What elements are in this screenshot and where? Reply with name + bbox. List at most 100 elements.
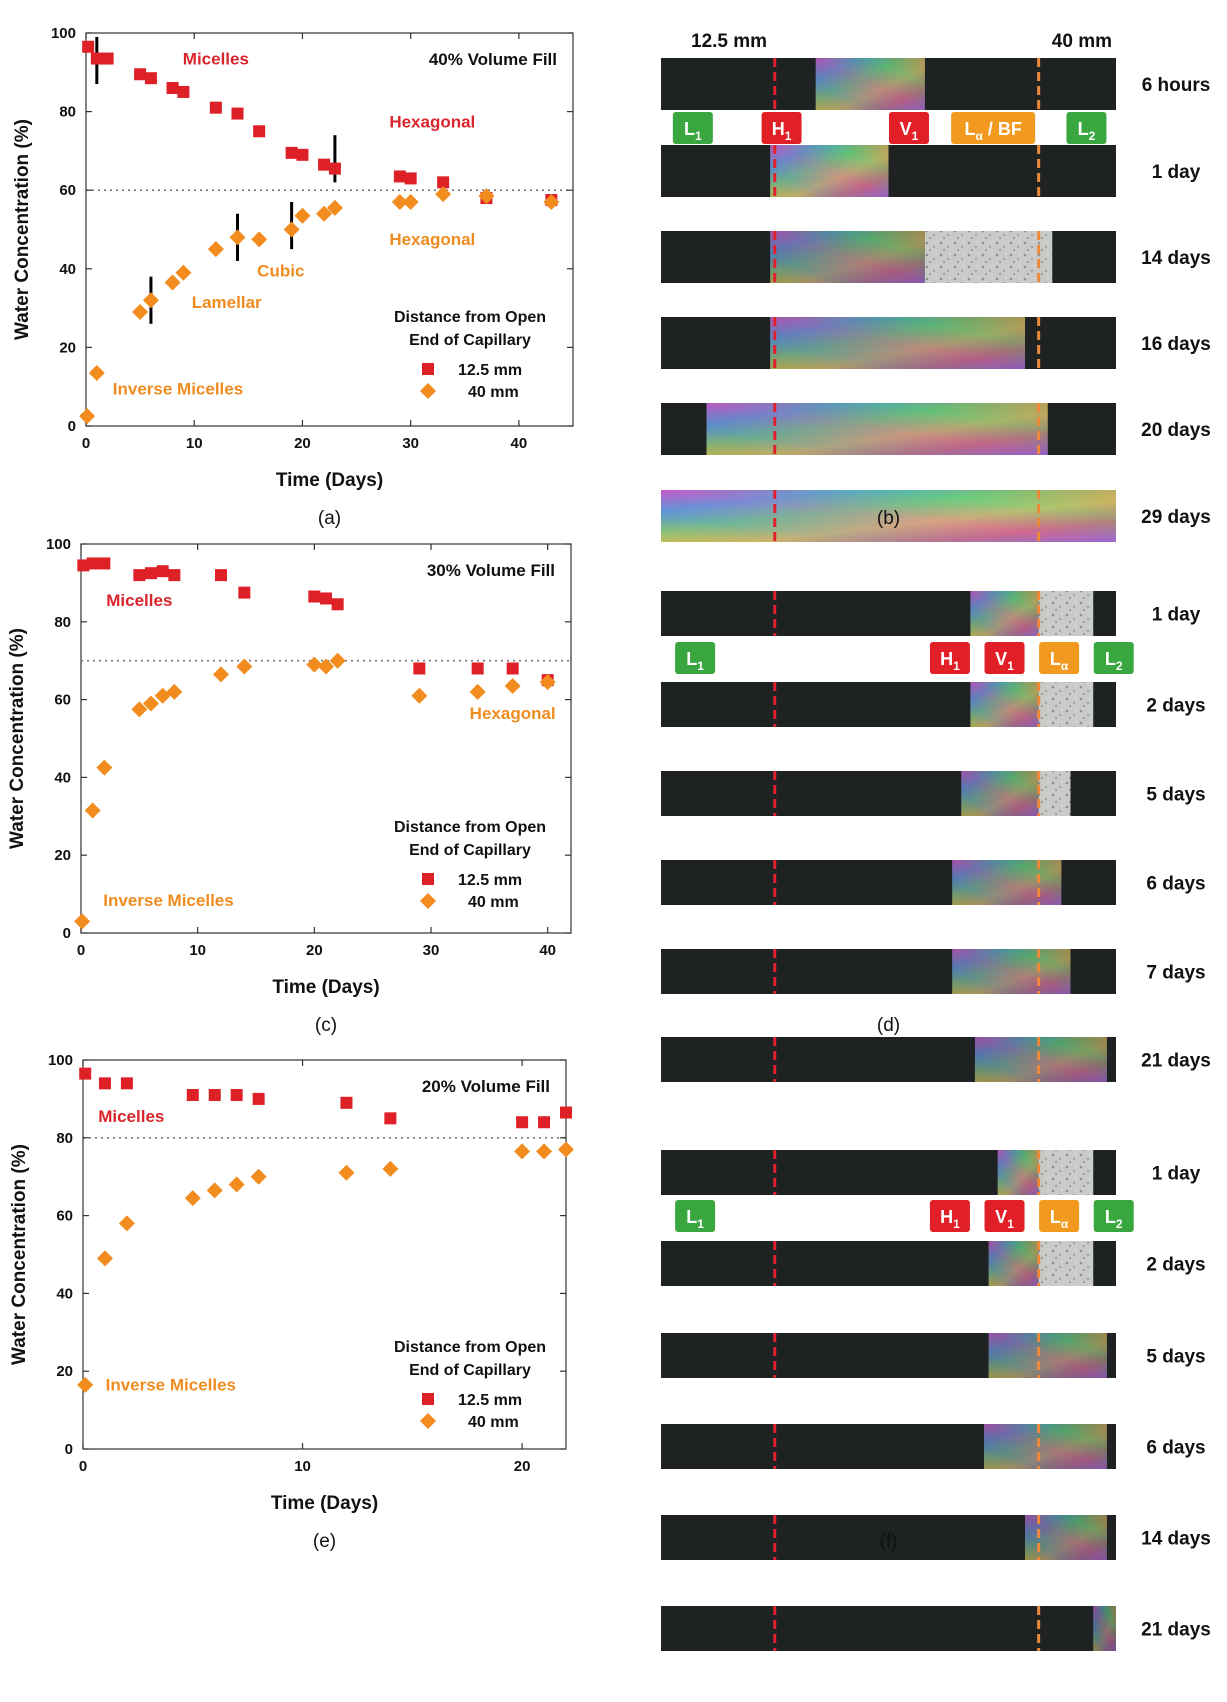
phase-badge-label: H1 xyxy=(940,649,960,673)
phase-subscript: 1 xyxy=(953,659,960,673)
data-point-diamond xyxy=(236,658,253,675)
lamellar-region xyxy=(1038,1241,1094,1286)
lamellar-region xyxy=(924,231,1053,283)
time-label: 6 days xyxy=(1146,1438,1205,1459)
phase-badge xyxy=(984,642,1025,674)
data-point-diamond xyxy=(118,1215,135,1232)
birefringent-overlay xyxy=(661,490,1116,542)
phase-badge xyxy=(888,112,929,144)
panel-caption: (d) xyxy=(877,1015,900,1036)
phase-symbol: L xyxy=(1050,649,1061,669)
y-tick-label: 100 xyxy=(48,1052,73,1069)
legend: Distance from Open End of Capillary 12.5 m… xyxy=(394,309,546,401)
legend-square-icon xyxy=(422,1393,434,1405)
phase-symbol: L xyxy=(1105,1207,1116,1227)
capillary-strip xyxy=(661,1241,1116,1286)
birefringent-overlay xyxy=(988,1241,1039,1286)
data-point-square xyxy=(285,146,298,159)
phase-badge xyxy=(675,1200,716,1232)
data-point-diamond xyxy=(469,683,486,700)
header-left-label: 12.5 mm xyxy=(691,31,767,52)
legend: Distance from Open End of Capillary 12.5 m… xyxy=(394,1339,546,1431)
phase-badge xyxy=(929,1200,970,1232)
panel-caption: (e) xyxy=(313,1531,336,1552)
time-label: 20 days xyxy=(1141,420,1211,441)
data-point-diamond xyxy=(402,193,419,210)
data-point-square xyxy=(393,170,406,183)
phase-badge-label: L2 xyxy=(1078,119,1096,143)
phase-label-bar: L1 H1 V1 Lα / BF L2 xyxy=(672,112,1107,144)
data-point-diamond xyxy=(166,683,183,700)
y-axis-label: Water Concentration (%) xyxy=(12,119,33,340)
data-point-square xyxy=(238,586,251,599)
phase-annotation: Micelles xyxy=(106,591,172,610)
panel-caption: (c) xyxy=(315,1015,337,1036)
plot-frame xyxy=(80,543,572,934)
phase-annotation: Hexagonal xyxy=(470,704,556,723)
phase-badge xyxy=(1093,1200,1134,1232)
data-point-diamond xyxy=(283,221,300,238)
phase-badge-label: H1 xyxy=(772,119,792,143)
phase-badge-label: H1 xyxy=(940,1207,960,1231)
data-point-square xyxy=(120,1077,133,1090)
data-point-square xyxy=(101,52,114,65)
data-point-square xyxy=(318,158,331,171)
data-point-diamond xyxy=(318,658,334,675)
data-point-diamond xyxy=(250,1168,267,1185)
legend-label: 12.5 mm xyxy=(458,1392,522,1409)
data-point-diamond xyxy=(143,695,159,712)
data-point-square xyxy=(404,172,417,185)
legend-square-icon xyxy=(422,873,434,885)
chart-title: 40% Volume Fill xyxy=(429,50,557,69)
time-label: 14 days xyxy=(1141,248,1211,269)
time-label: 1 day xyxy=(1152,162,1201,183)
data-point-diamond xyxy=(316,205,333,222)
capillary-strip xyxy=(661,1037,1116,1082)
data-point-square xyxy=(231,107,244,120)
birefringent-overlay xyxy=(970,682,1039,727)
capillary-strip xyxy=(661,771,1116,816)
data-point-square xyxy=(437,176,450,189)
data-point-diamond xyxy=(338,1164,355,1181)
time-label: 2 days xyxy=(1146,696,1205,717)
phase-subscript: α xyxy=(1061,659,1069,673)
data-point-diamond xyxy=(326,199,343,216)
legend-title: End of Capillary xyxy=(409,842,531,859)
data-point-square xyxy=(471,662,484,675)
capillary-strip xyxy=(661,949,1116,994)
x-axis-label: Time (Days) xyxy=(272,977,379,998)
birefringent-overlay xyxy=(974,1037,1107,1082)
time-label: 6 days xyxy=(1146,874,1205,895)
data-point-square xyxy=(133,569,146,582)
data-point-diamond xyxy=(251,231,268,248)
x-tick-label: 30 xyxy=(402,435,419,452)
x-tick-label: 20 xyxy=(294,435,311,452)
data-point-diamond xyxy=(382,1160,399,1177)
data-point-square xyxy=(177,85,190,98)
chart-title: 20% Volume Fill xyxy=(422,1077,550,1096)
capillary-strip xyxy=(661,1424,1116,1469)
phase-symbol: L xyxy=(686,649,697,669)
birefringent-overlay xyxy=(1093,1606,1116,1651)
x-tick-label: 10 xyxy=(294,1458,311,1475)
legend-label: 40 mm xyxy=(468,894,519,911)
time-label: 1 day xyxy=(1152,1164,1201,1185)
data-point-diamond xyxy=(229,229,246,246)
phase-subscript: α xyxy=(1061,1217,1069,1231)
data-point-diamond xyxy=(131,701,148,718)
data-point-square xyxy=(79,1067,92,1080)
birefringent-overlay xyxy=(984,1424,1107,1469)
time-label: 7 days xyxy=(1146,963,1205,984)
phase-symbol: L xyxy=(1105,649,1116,669)
phase-badge xyxy=(761,112,802,144)
birefringent-overlay xyxy=(770,231,925,283)
phase-symbol: H xyxy=(772,119,785,139)
data-point-diamond xyxy=(96,1250,113,1267)
data-point-square xyxy=(340,1096,353,1109)
phase-annotation: Inverse Micelles xyxy=(106,1376,236,1395)
data-point-diamond xyxy=(228,1176,245,1193)
phase-badge-label: Lα xyxy=(1050,649,1069,673)
phase-subscript: 1 xyxy=(697,659,704,673)
phase-subscript: 2 xyxy=(1116,659,1123,673)
